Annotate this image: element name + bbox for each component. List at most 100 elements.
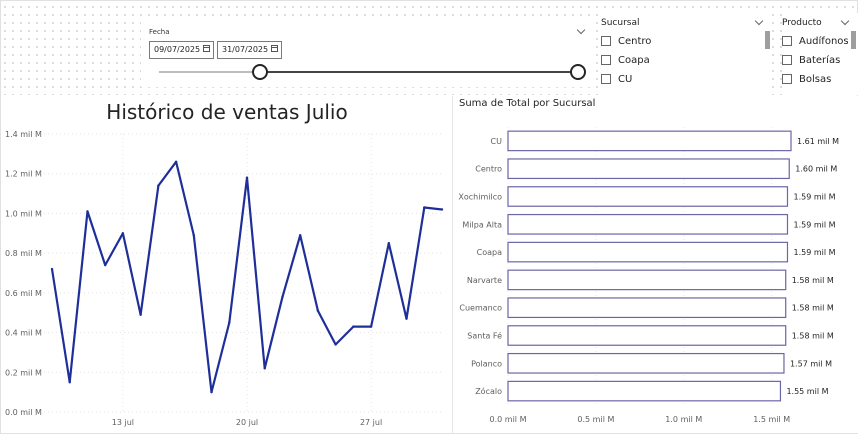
x-tick-label: 1.5 mil M bbox=[753, 415, 790, 424]
data-point bbox=[316, 309, 320, 312]
producto-option[interactable]: Baterías bbox=[782, 52, 840, 68]
x-tick-label: 13 jul bbox=[112, 418, 134, 427]
y-tick-label: 0.8 mil M bbox=[5, 249, 42, 258]
sucursal-slicer-title: Sucursal bbox=[601, 18, 640, 28]
checkbox-icon[interactable] bbox=[601, 36, 611, 46]
bar bbox=[507, 158, 790, 180]
x-tick-label: 20 jul bbox=[236, 418, 258, 427]
bar bbox=[507, 130, 792, 152]
checkbox-icon[interactable] bbox=[782, 36, 792, 46]
data-label: 1.58 mil M bbox=[792, 332, 834, 341]
producto-option[interactable]: Audífonos bbox=[782, 33, 849, 49]
bar bbox=[507, 380, 782, 402]
x-tick-label: 0.5 mil M bbox=[577, 415, 614, 424]
bar bbox=[507, 241, 789, 263]
bar bbox=[507, 213, 789, 235]
category-label: Polanco bbox=[471, 359, 502, 368]
producto-option[interactable]: Bolsas bbox=[782, 71, 831, 87]
data-point bbox=[405, 317, 408, 320]
category-label: Narvarte bbox=[467, 276, 502, 285]
data-point bbox=[68, 381, 71, 384]
producto-scrollbar[interactable] bbox=[851, 31, 856, 49]
sucursal-option[interactable]: Coapa bbox=[601, 52, 650, 68]
y-tick-label: 0.4 mil M bbox=[5, 329, 42, 338]
date-slicer-label: Fecha bbox=[149, 28, 170, 36]
producto-slicer: Producto Audífonos Baterías Bolsas bbox=[782, 13, 858, 95]
end-date-handle[interactable] bbox=[570, 64, 586, 80]
data-label: 1.58 mil M bbox=[792, 304, 834, 313]
data-label: 1.60 mil M bbox=[795, 165, 837, 174]
data-point bbox=[139, 313, 142, 316]
data-point bbox=[121, 232, 125, 235]
data-point bbox=[192, 234, 196, 237]
bar bbox=[507, 325, 787, 346]
line-chart-title: Histórico de ventas Julio bbox=[106, 100, 348, 124]
data-label: 1.59 mil M bbox=[793, 193, 835, 202]
checkbox-icon[interactable] bbox=[782, 74, 792, 84]
chevron-down-icon[interactable] bbox=[840, 16, 850, 26]
start-date-input[interactable]: 09/07/2025 bbox=[149, 41, 214, 59]
data-label: 1.55 mil M bbox=[786, 387, 828, 396]
bar-chart: 0.0 mil M 0.5 mil M 1.0 mil M 1.5 mil M CU 1.… bbox=[458, 127, 839, 424]
bar bbox=[507, 269, 787, 291]
start-date-handle[interactable] bbox=[252, 64, 268, 80]
sucursal-option-label: CU bbox=[618, 73, 633, 85]
data-label: 1.59 mil M bbox=[793, 220, 835, 229]
data-point bbox=[103, 263, 107, 267]
calendar-icon[interactable] bbox=[271, 45, 278, 52]
data-point bbox=[157, 184, 160, 187]
x-tick-label: 0.0 mil M bbox=[490, 415, 527, 424]
checkbox-icon[interactable] bbox=[601, 74, 611, 84]
sucursal-option[interactable]: CU bbox=[601, 71, 632, 87]
end-date-input[interactable]: 31/07/2025 bbox=[217, 41, 282, 59]
y-tick-label: 0.6 mil M bbox=[5, 289, 42, 298]
category-label: Santa Fé bbox=[467, 331, 502, 341]
data-point bbox=[334, 343, 337, 346]
start-date-value: 09/07/2025 bbox=[154, 45, 201, 54]
bar-chart-panel: Suma de Total por Sucursal 0.0 mil M 0.5 … bbox=[454, 96, 858, 433]
x-tick-label: 1.0 mil M bbox=[665, 415, 702, 424]
data-point bbox=[174, 160, 178, 163]
data-label: 1.57 mil M bbox=[790, 359, 832, 368]
bar bbox=[507, 186, 789, 207]
checkbox-icon[interactable] bbox=[601, 55, 611, 65]
data-label: 1.59 mil M bbox=[793, 248, 835, 257]
data-point bbox=[86, 210, 89, 213]
category-label: Xochimilco bbox=[458, 193, 502, 202]
category-label: Centro bbox=[475, 165, 502, 174]
category-label: CU bbox=[491, 137, 503, 146]
y-tick-label: 1.0 mil M bbox=[5, 209, 42, 218]
x-tick-label: 27 jul bbox=[360, 418, 382, 427]
sucursal-scrollbar[interactable] bbox=[765, 31, 770, 49]
category-label: Zócalo bbox=[475, 386, 502, 396]
data-point bbox=[387, 242, 391, 245]
line-chart-panel: Histórico de ventas Julio 0.0 mil M 0.2 m… bbox=[1, 96, 453, 433]
y-tick-label: 0.0 mil M bbox=[5, 408, 42, 417]
data-point bbox=[228, 321, 231, 324]
sucursal-option-label: Coapa bbox=[618, 54, 650, 66]
y-tick-label: 0.2 mil M bbox=[5, 368, 42, 377]
date-range-fill bbox=[259, 71, 579, 73]
producto-option-label: Bolsas bbox=[799, 73, 832, 85]
data-point bbox=[263, 367, 266, 370]
data-point bbox=[281, 295, 284, 299]
data-point bbox=[352, 325, 355, 328]
line-chart: 0.0 mil M 0.2 mil M 0.4 mil M 0.6 mil M 0.8 … bbox=[5, 130, 444, 427]
data-point bbox=[440, 208, 444, 211]
sucursal-option-label: Centro bbox=[618, 35, 652, 47]
bar-chart-title: Suma de Total por Sucursal bbox=[459, 98, 596, 109]
producto-slicer-title: Producto bbox=[782, 18, 822, 28]
category-label: Coapa bbox=[477, 248, 502, 257]
series-line bbox=[50, 160, 443, 394]
producto-option-label: Audífonos bbox=[799, 35, 849, 47]
bar bbox=[507, 352, 785, 374]
calendar-icon[interactable] bbox=[203, 45, 210, 52]
checkbox-icon[interactable] bbox=[782, 55, 792, 65]
data-point bbox=[210, 390, 213, 394]
sucursal-option[interactable]: Centro bbox=[601, 33, 651, 49]
bar bbox=[507, 297, 787, 319]
y-tick-label: 1.2 mil M bbox=[5, 170, 42, 179]
chevron-down-icon[interactable] bbox=[754, 16, 764, 26]
data-label: 1.58 mil M bbox=[792, 276, 834, 285]
